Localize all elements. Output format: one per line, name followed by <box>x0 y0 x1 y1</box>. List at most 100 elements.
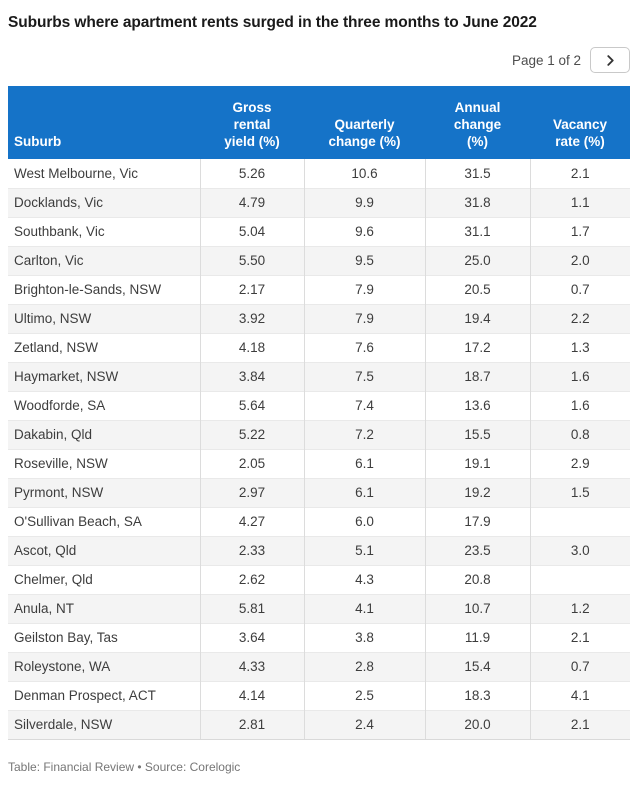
cell-suburb: West Melbourne, Vic <box>14 165 139 181</box>
cell-suburb: Docklands, Vic <box>8 187 200 217</box>
cell-annual: 15.4 <box>424 651 530 681</box>
cell-vacancy: 0.7 <box>529 651 630 681</box>
cell-gross: 5.26 <box>199 159 304 188</box>
cell-vacancy <box>529 564 630 594</box>
cell-quarterly: 7.2 <box>303 419 425 449</box>
column-header-suburb: Suburb <box>8 86 200 159</box>
cell-annual: 19.1 <box>424 448 530 478</box>
cell-suburb: Pyrmont, NSW <box>8 477 200 507</box>
cell-gross: 3.84 <box>199 361 304 391</box>
table-row: West Melbourne, Vic 5.26 10.6 31.5 2.1 <box>8 159 630 188</box>
cell-quarterly: 9.5 <box>303 245 425 275</box>
cell-annual: 18.7 <box>424 361 530 391</box>
cell-quarterly: 7.9 <box>303 274 425 304</box>
column-header-vacancy: Vacancy rate (%) <box>530 86 630 159</box>
next-page-button[interactable] <box>590 47 630 73</box>
cell-quarterly: 5.1 <box>303 535 425 565</box>
cell-annual: 31.8 <box>424 187 530 217</box>
cell-suburb: Roleystone, WA <box>8 651 200 681</box>
table-row: Chelmer, Qld 2.62 4.3 20.8 <box>8 564 630 594</box>
cell-gross: 2.97 <box>199 477 304 507</box>
cell-suburb: Zetland, NSW <box>8 332 200 362</box>
table-header-row: Suburb Gross rental yield (%) Quarterly ch… <box>8 86 630 159</box>
cell-annual: 23.5 <box>424 535 530 565</box>
cell-suburb: O'Sullivan Beach, SA <box>8 506 200 536</box>
table-row: Southbank, Vic 5.04 9.6 31.1 1.7 <box>8 216 630 246</box>
table-row: Denman Prospect, ACT 4.14 2.5 18.3 4.1 <box>8 680 630 710</box>
cell-quarterly: 6.0 <box>303 506 425 536</box>
cell-suburb: Geilston Bay, Tas <box>8 622 200 652</box>
cell-annual: 17.9 <box>424 506 530 536</box>
cell-gross: 5.64 <box>199 390 304 420</box>
cell-vacancy: 1.6 <box>529 390 630 420</box>
cell-quarterly: 7.4 <box>303 390 425 420</box>
cell-quarterly: 10.6 <box>303 159 425 188</box>
cell-gross: 2.17 <box>199 274 304 304</box>
cell-vacancy: 1.7 <box>529 216 630 246</box>
cell-vacancy: 2.0 <box>529 245 630 275</box>
table-row: Haymarket, NSW 3.84 7.5 18.7 1.6 <box>8 361 630 391</box>
cell-suburb: Haymarket, NSW <box>8 361 200 391</box>
source-note: Table: Financial Review • Source: Corelo… <box>8 759 241 774</box>
cell-quarterly: 3.8 <box>303 622 425 652</box>
table-body: West Melbourne, Vic 5.26 10.6 31.5 2.1 Dockla… <box>8 159 630 740</box>
cell-quarterly: 2.4 <box>303 709 425 740</box>
cell-gross: 2.62 <box>199 564 304 594</box>
table-row: Geilston Bay, Tas 3.64 3.8 11.9 2.1 <box>8 622 630 652</box>
cell-vacancy: 1.6 <box>529 361 630 391</box>
cell-annual: 18.3 <box>424 680 530 710</box>
cell-gross: 3.64 <box>199 622 304 652</box>
cell-suburb: Brighton-le-Sands, NSW <box>8 274 200 304</box>
cell-quarterly: 6.1 <box>303 477 425 507</box>
cell-quarterly: 2.8 <box>303 651 425 681</box>
cell-quarterly: 9.6 <box>303 216 425 246</box>
cell-suburb: Ultimo, NSW <box>8 303 200 333</box>
cell-annual: 13.6 <box>424 390 530 420</box>
cell-suburb: Woodforde, SA <box>8 390 200 420</box>
cell-quarterly: 4.3 <box>303 564 425 594</box>
column-header-gross: Gross rental yield (%) <box>200 86 304 159</box>
cell-annual: 11.9 <box>424 622 530 652</box>
cell-gross: 4.33 <box>199 651 304 681</box>
cell-vacancy: 4.1 <box>529 680 630 710</box>
cell-vacancy: 2.1 <box>529 709 630 740</box>
cell-gross: 5.22 <box>199 419 304 449</box>
cell-suburb: Dakabin, Qld <box>8 419 200 449</box>
cell-vacancy: 2.2 <box>529 303 630 333</box>
cell-annual: 20.0 <box>424 709 530 740</box>
cell-vacancy: 1.3 <box>529 332 630 362</box>
cell-quarterly: 6.1 <box>303 448 425 478</box>
table-row: Roseville, NSW 2.05 6.1 19.1 2.9 <box>8 448 630 478</box>
cell-annual: 20.8 <box>424 564 530 594</box>
pagination-bar: Page 1 of 2 <box>8 47 630 73</box>
column-header-annual: Annual change (%) <box>425 86 530 159</box>
cell-suburb: Roseville, NSW <box>8 448 200 478</box>
cell-vacancy: 1.1 <box>529 187 630 217</box>
chevron-right-icon <box>605 54 616 66</box>
cell-vacancy: 0.7 <box>529 274 630 304</box>
cell-annual: 20.5 <box>424 274 530 304</box>
cell-suburb: Chelmer, Qld <box>8 564 200 594</box>
cell-annual: 15.5 <box>424 419 530 449</box>
cell-vacancy: 1.2 <box>529 593 630 623</box>
chart-title: Suburbs where apartment rents surged in … <box>8 14 537 31</box>
cell-vacancy <box>529 506 630 536</box>
table-row: Anula, NT 5.81 4.1 10.7 1.2 <box>8 593 630 623</box>
cell-gross: 5.04 <box>199 216 304 246</box>
cell-suburb: Carlton, Vic <box>8 245 200 275</box>
cell-quarterly: 7.9 <box>303 303 425 333</box>
cell-suburb: Denman Prospect, ACT <box>8 680 200 710</box>
cell-annual: 25.0 <box>424 245 530 275</box>
cell-quarterly: 7.5 <box>303 361 425 391</box>
cell-vacancy: 0.8 <box>529 419 630 449</box>
cell-annual: 10.7 <box>424 593 530 623</box>
cell-gross: 4.27 <box>199 506 304 536</box>
page-indicator: Page 1 of 2 <box>511 52 581 68</box>
cell-annual: 19.2 <box>424 477 530 507</box>
cell-gross: 2.33 <box>199 535 304 565</box>
cell-quarterly: 7.6 <box>303 332 425 362</box>
table-row: Carlton, Vic 5.50 9.5 25.0 2.0 <box>8 245 630 275</box>
table-row: Ultimo, NSW 3.92 7.9 19.4 2.2 <box>8 303 630 333</box>
table-row: Docklands, Vic 4.79 9.9 31.8 1.1 <box>8 187 630 217</box>
